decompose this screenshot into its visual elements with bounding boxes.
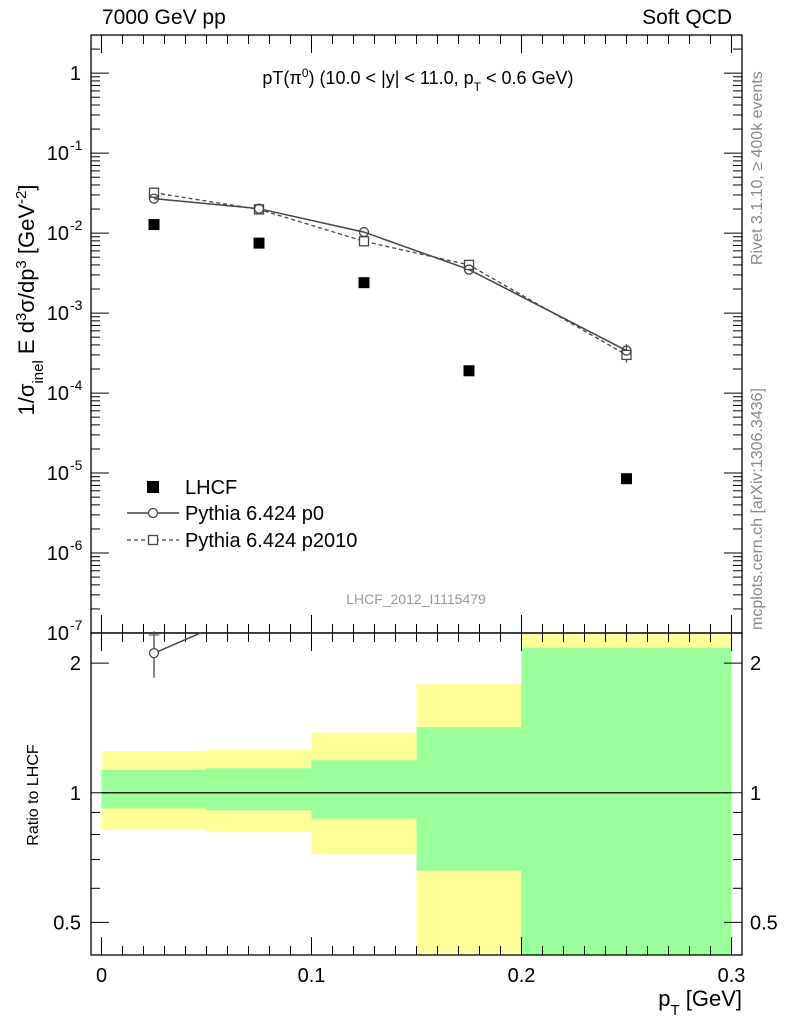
header-category: Soft QCD [642,6,732,29]
legend-marker-pythia-p2010 [147,534,159,546]
legend-label-lhcf: LHCF [185,477,237,499]
ratio-xtick-label: 0 [96,965,107,987]
main-ytick-exponent: -3 [70,297,83,313]
main-ytick-label: 10 [47,543,69,565]
point-lhcf [621,473,632,485]
ratio-band-green-4 [521,647,732,955]
ratio-xtick-label: 0.3 [718,965,746,987]
main-ytick-label: 10 [47,383,69,405]
point-pythia-p2010 [358,236,370,247]
ratio-y-axis-label: Ratio to LHCF [25,744,42,846]
main-ytick-label: 1 [70,63,81,85]
mcplots-label: mcplots.cern.ch [arXiv:1306.3436] [749,388,766,630]
main-ytick-exponent: -5 [70,457,83,473]
analysis-id: LHCF_2012_I1115479 [346,591,486,607]
point-lhcf [253,237,265,249]
ratio-line-pythia-p0 [153,632,201,654]
point-pythia-p0 [621,345,632,356]
ratio-band-green-0 [101,769,207,809]
point-lhcf [358,277,370,289]
ratio-ytick-label-right: 0.5 [750,912,778,934]
ratio-band-green-1 [206,768,312,811]
ratio-band-green-3 [416,727,522,871]
legend-marker-lhcf [147,481,159,493]
series-line-pythia-p2010 [153,192,627,356]
main-ytick-label: 10 [47,623,69,645]
ratio-ytick-label-left: 1 [70,783,81,805]
ratio-ytick-label-left: 2 [70,653,81,675]
rivet-version-label: Rivet 3.1.10, ≥ 400k events [749,71,766,265]
header-energy: 7000 GeV pp [102,6,226,29]
ratio-band-green-2 [311,760,417,819]
ratio-xtick-label: 0.2 [508,965,536,987]
main-ytick-exponent: -6 [70,537,83,553]
point-lhcf [148,219,160,231]
point-pythia-p0 [253,203,265,214]
ratio-ytick-label-right: 2 [750,653,761,675]
main-ytick-exponent: -4 [70,377,83,393]
x-axis-label: pT [GeV] [658,986,742,1019]
main-ytick-label: 10 [47,463,69,485]
main-ytick-label: 10 [47,223,69,245]
point-pythia-p0 [463,264,475,275]
main-y-axis-label: 1/σinel E d3σ/dp3 [GeV-2] [13,184,47,415]
point-pythia-p2010 [148,187,160,198]
main-ytick-label: 10 [47,303,69,325]
point-lhcf [463,365,475,377]
legend-marker-pythia-p0 [147,507,159,519]
plot-title: pT(π0) (10.0 < |y| < 11.0, pT < 0.6 GeV) [262,66,573,94]
ratio-ytick-label-right: 1 [750,783,761,805]
main-ytick-exponent: -2 [70,217,83,233]
series-line-pythia-p0 [153,197,627,352]
main-ytick-exponent: -7 [70,617,83,633]
ratio-xtick-label: 0.1 [298,965,326,987]
point-pythia-p0 [148,193,160,204]
main-ytick-exponent: -1 [70,137,83,153]
point-pythia-p0 [358,226,370,238]
legend-label-pythia-p0: Pythia 6.424 p0 [185,503,324,525]
ratio-point-pythia-p0 [148,647,160,659]
main-ytick-label: 10 [47,143,69,165]
ratio-ytick-label-left: 0.5 [53,912,81,934]
legend-label-pythia-p2010: Pythia 6.424 p2010 [185,530,357,552]
